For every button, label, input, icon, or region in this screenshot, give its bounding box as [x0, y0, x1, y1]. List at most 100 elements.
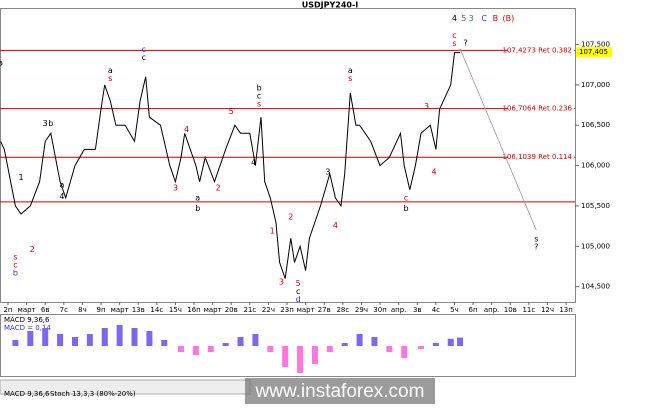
wave-label: s [452, 39, 456, 48]
x-tick-label: 4c [432, 306, 440, 314]
macd-bar [447, 338, 454, 346]
x-tick-label: март [297, 306, 315, 314]
wave-label: b [48, 119, 53, 128]
wave-label: 3 [424, 102, 429, 111]
x-tick-label: 14c [150, 306, 163, 314]
level-label: 106,1039 Ret 0.114 [503, 153, 573, 161]
wave-label: ? [534, 243, 538, 252]
wave-label: B [493, 14, 499, 23]
x-tick-label: апр. [391, 306, 407, 314]
plot-frame [0, 8, 576, 303]
x-tick-label: 6в [41, 306, 50, 314]
wave-label: C [481, 14, 487, 23]
wave-label: b [13, 268, 18, 277]
x-tick-label: 3в [413, 306, 422, 314]
x-tick-label: 9п [96, 306, 105, 314]
x-tick-label: 23п [280, 306, 293, 314]
macd-bar [86, 334, 93, 346]
wave-label: d [296, 295, 301, 304]
x-tick-label: 22ч [262, 306, 275, 314]
x-tick-label: 20в [225, 306, 238, 314]
wave-label: c [257, 92, 261, 101]
x-tick-label: 21c [243, 306, 256, 314]
wave-label: a [348, 66, 353, 75]
x-tick-label: апр. [484, 306, 500, 314]
y-tick-label: 107,000 [581, 81, 610, 89]
wave-label: 4 [59, 192, 64, 201]
macd-bar [282, 346, 289, 367]
macd-bar [237, 337, 244, 346]
macd-bar [207, 346, 214, 352]
y-tick-label: 106,500 [581, 121, 610, 129]
macd-bar [178, 346, 185, 352]
macd-bar [356, 334, 363, 346]
macd-bar [101, 328, 108, 346]
macd-bar [42, 328, 49, 346]
x-tick-label: 7c [60, 306, 68, 314]
macd-bar [371, 337, 378, 346]
wave-label: 1 [270, 226, 275, 235]
macd-bar [192, 346, 199, 355]
wave-label: 5 [296, 279, 301, 288]
wave-label: 5 [229, 107, 234, 116]
x-tick-label: март [18, 306, 36, 314]
macd-bar [341, 343, 348, 346]
y-tick-label: 106,000 [581, 162, 610, 170]
wave-label: (B) [503, 14, 515, 23]
wave-label: 4 [452, 14, 457, 23]
watermark-bg [245, 378, 435, 404]
wave-label: c [13, 260, 17, 269]
wave-label: c [452, 31, 456, 40]
x-tick-label: март [204, 306, 222, 314]
wave-label: b [195, 204, 200, 213]
level-label: 106,7064 Ret 0.236 [503, 105, 573, 113]
tab[interactable]: MACD 9,36,6 [4, 390, 50, 398]
x-tick-label: 8ч [78, 306, 87, 314]
x-tick-label: 29ч [355, 306, 368, 314]
x-tick-label: 16п [187, 306, 200, 314]
macd-bar [12, 340, 19, 346]
wave-label: c [142, 53, 146, 62]
macd-label: MACD 9,36,6 [4, 316, 50, 324]
wave-label: 4 [431, 168, 436, 177]
wave-label: c [404, 193, 408, 202]
wave-label: s [534, 235, 538, 244]
y-tick-label: 105,000 [581, 242, 610, 250]
wave-label: b [404, 204, 409, 213]
current-price-label: 107,405 [579, 48, 608, 56]
wave-label: c [142, 45, 146, 54]
wave-label: b [257, 84, 262, 93]
wave-label: a [59, 180, 64, 189]
x-tick-label: 2п [3, 306, 12, 314]
price-line [0, 52, 460, 279]
macd-bar [27, 331, 34, 346]
chart-title: USDJPY240-I [302, 1, 359, 10]
wave-label: 3 [325, 168, 330, 177]
wave-label: 4 [333, 221, 338, 230]
x-tick-label: 30п [373, 306, 386, 314]
macd-bar [297, 346, 304, 373]
wave-label: 3 [43, 119, 48, 128]
x-tick-label: 5ч [450, 306, 459, 314]
level-label: 107,4273 Ret 0.382 [503, 46, 573, 54]
macd-frame [0, 314, 576, 377]
macd-value: MACD = 0,14 [4, 324, 51, 332]
wave-label: s [257, 100, 261, 109]
macd-bar [401, 346, 408, 358]
wave-label: 4 [251, 158, 256, 167]
x-tick-label: 12ч [541, 306, 554, 314]
wave-label: a [0, 59, 3, 68]
level-label-bg [508, 103, 574, 114]
tab[interactable]: Stoch 13,3,3 (80%-20%) [50, 390, 136, 398]
x-tick-label: 28c [336, 306, 349, 314]
macd-bar [457, 337, 464, 346]
y-tick-label: 104,500 [581, 283, 610, 291]
wave-label: 4 [184, 125, 189, 134]
forecast-line [459, 48, 537, 231]
wave-label: 3 [173, 184, 178, 193]
macd-bar [417, 346, 424, 349]
current-price-tag [576, 47, 612, 58]
level-label-bg [508, 152, 574, 163]
